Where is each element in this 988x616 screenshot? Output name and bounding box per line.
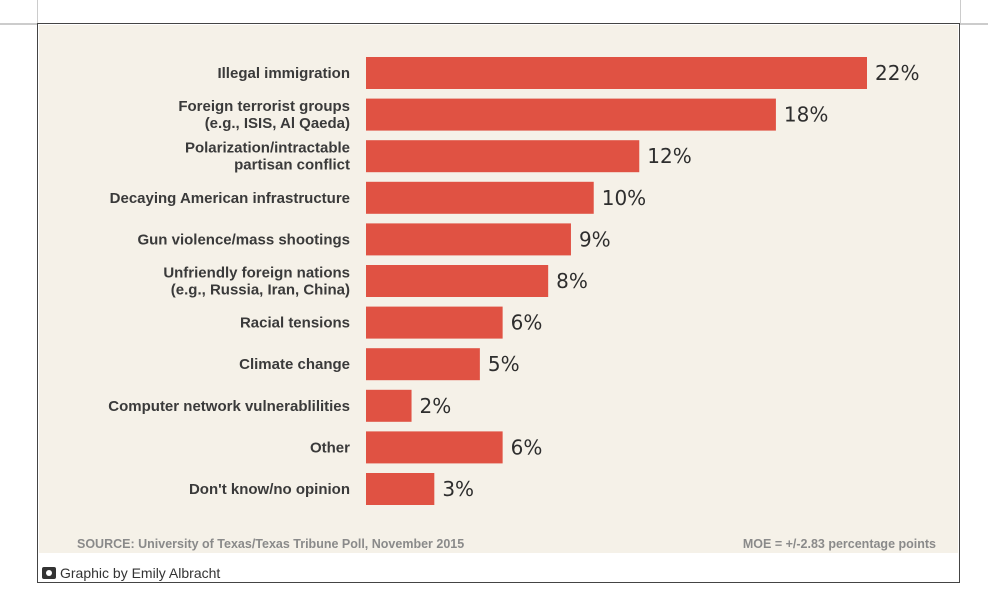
category-label: partisan conflict	[234, 157, 350, 174]
category-label: Climate change	[239, 356, 350, 373]
value-label: 8%	[556, 269, 588, 293]
figure-frame: Illegal immigration 22% Foreign terrorist …	[37, 23, 960, 583]
column-border-right	[960, 0, 961, 24]
value-label: 3%	[442, 477, 474, 501]
category-label: Unfriendly foreign nations	[163, 265, 350, 282]
value-label: 9%	[579, 227, 611, 251]
value-label: 6%	[511, 435, 543, 459]
value-label: 6%	[511, 311, 543, 335]
image-credit: Graphic by Emily Albracht	[42, 565, 220, 581]
source-note: SOURCE: University of Texas/Texas Tribun…	[77, 537, 465, 551]
credit-text: Graphic by Emily Albracht	[60, 565, 221, 581]
bar	[366, 306, 503, 339]
bar	[366, 389, 412, 422]
camera-icon	[42, 567, 56, 579]
chart-area: Illegal immigration 22% Foreign terrorist …	[39, 25, 958, 553]
category-label: Other	[310, 439, 350, 456]
bar	[366, 57, 867, 89]
value-label: 18%	[784, 103, 828, 127]
moe-note: MOE = +/-2.83 percentage points	[742, 537, 936, 551]
category-label: Don't know/no opinion	[189, 481, 350, 498]
bar-chart: Illegal immigration 22% Foreign terrorist …	[108, 57, 919, 505]
category-label: Computer network vulnerablilities	[108, 398, 350, 415]
bar	[366, 223, 571, 256]
value-label: 2%	[420, 394, 452, 418]
value-label: 10%	[602, 186, 646, 210]
value-label: 22%	[875, 61, 919, 85]
bar	[366, 431, 503, 464]
category-label: Gun violence/mass shootings	[137, 231, 350, 248]
category-label: (e.g., ISIS, Al Qaeda)	[205, 115, 350, 132]
column-border-left	[37, 0, 38, 24]
bar	[366, 348, 480, 381]
category-label: Polarization/intractable	[185, 140, 350, 157]
category-label: Decaying American infrastructure	[110, 190, 350, 207]
category-label: Foreign terrorist groups	[178, 98, 350, 115]
value-label: 12%	[647, 144, 691, 168]
bar	[366, 140, 640, 173]
category-label: Illegal immigration	[217, 65, 350, 82]
category-label: Racial tensions	[240, 315, 350, 332]
bar	[366, 181, 594, 214]
bar	[366, 265, 549, 297]
bar	[366, 473, 435, 505]
bar	[366, 98, 776, 131]
category-label: (e.g., Russia, Iran, China)	[171, 282, 350, 299]
value-label: 5%	[488, 352, 520, 376]
